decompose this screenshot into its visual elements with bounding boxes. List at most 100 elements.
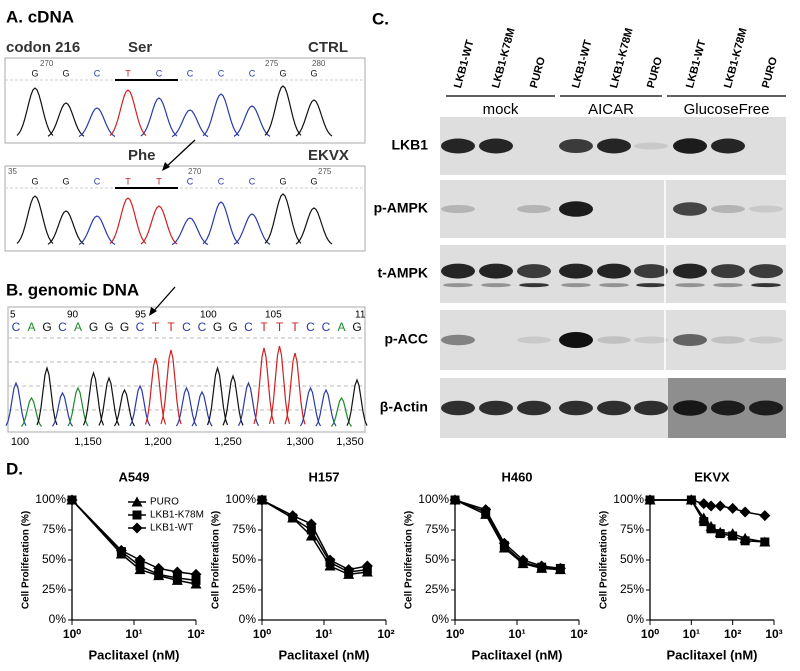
codon-label: Phe [128,147,156,164]
arrowhead [149,307,157,316]
marker [699,517,709,527]
band [711,205,745,213]
trace-peak [171,217,209,246]
trace-peak [315,388,337,427]
trace-peak [78,215,116,246]
x-axis-title: Paclitaxel (nM) [471,647,562,662]
legend-label: PURO [150,497,179,508]
y-tick-label: 100% [613,492,644,506]
marker [191,575,201,585]
base-call: C [218,68,225,78]
panel-title: C. [372,9,389,28]
base-call: C [182,320,191,334]
band [517,205,551,213]
chart-title: H157 [308,469,339,484]
chart-title: A549 [118,469,149,484]
y-tick-label: 75% [42,522,66,536]
y-tick-label: 0% [239,612,257,626]
y-tick-label: 50% [425,552,449,566]
row-label: LKB1 [391,137,428,153]
group-label: AICAR [588,101,634,118]
base-call: T [156,176,162,186]
trace-peak [264,85,302,136]
trace-peak [47,102,85,137]
base-call: T [291,320,299,334]
y-tick-label: 25% [620,582,644,596]
position-label: 270 [40,59,54,68]
y-tick-label: 100% [35,492,66,506]
base-call: G [62,68,69,78]
x-tick-label: 10⁰ [446,627,464,641]
base-call: T [167,320,175,334]
band [559,332,593,348]
y-tick-label: 25% [42,582,66,596]
axis-label: 100 [11,436,29,448]
base-call: G [310,176,317,186]
base-call: C [198,320,207,334]
series-line [454,499,561,570]
position-label: 275 [265,59,279,68]
marker [171,566,183,578]
x-tick-label: 10² [724,627,741,641]
trace-peak [98,376,120,426]
trace-peak [264,193,302,244]
band [749,400,783,416]
base-call: G [352,320,361,334]
marker [480,504,492,516]
trace-peak [109,89,147,137]
series-line [454,499,561,570]
base-call: C [94,68,101,78]
x-tick-label: 10² [187,627,204,641]
x-tick-label: 10⁰ [63,627,81,641]
marker [153,562,165,574]
series-line [261,499,368,573]
legend-label: LKB1-WT [150,523,193,534]
base-call: G [31,176,38,186]
trace-peak [16,87,54,136]
base-call: C [156,68,163,78]
band [441,400,475,416]
base-call: C [187,68,194,78]
band [479,400,513,416]
band [517,336,551,344]
trace-peak [295,207,333,245]
trace-peak [222,374,244,426]
base-call: C [94,176,101,186]
base-call: A [74,320,82,334]
row-label: β-Actin [380,399,428,415]
lane-label: LKB1-K78M [608,27,636,90]
band [441,138,475,154]
y-tick-label: 75% [232,522,256,536]
band [443,283,473,288]
band [673,400,707,416]
base-call: T [152,320,160,334]
band [479,263,513,279]
band [559,201,593,217]
trace-peak [82,371,105,426]
trace-peak [237,381,260,427]
marker [498,537,510,549]
x-axis-title: Paclitaxel (nM) [278,647,369,662]
y-tick-label: 0% [49,612,67,626]
base-call: T [125,176,131,186]
band [634,336,668,344]
trace-peak [284,352,306,425]
band [441,334,475,346]
band [559,400,593,416]
base-call: C [12,320,21,334]
base-call: C [244,320,253,334]
base-call: G [279,68,286,78]
row-label: t-AMPK [377,265,428,281]
position-label: 95 [135,310,147,321]
y-axis-title: Cell Proliferation (%) [211,511,222,609]
band [597,400,631,416]
chromatogram-frame [4,165,366,252]
band [561,283,591,288]
base-call: G [310,68,317,78]
base-call: G [31,68,38,78]
legend-marker [132,510,142,520]
position-label: 5 [10,310,16,321]
band [559,263,593,279]
marker [256,494,268,506]
